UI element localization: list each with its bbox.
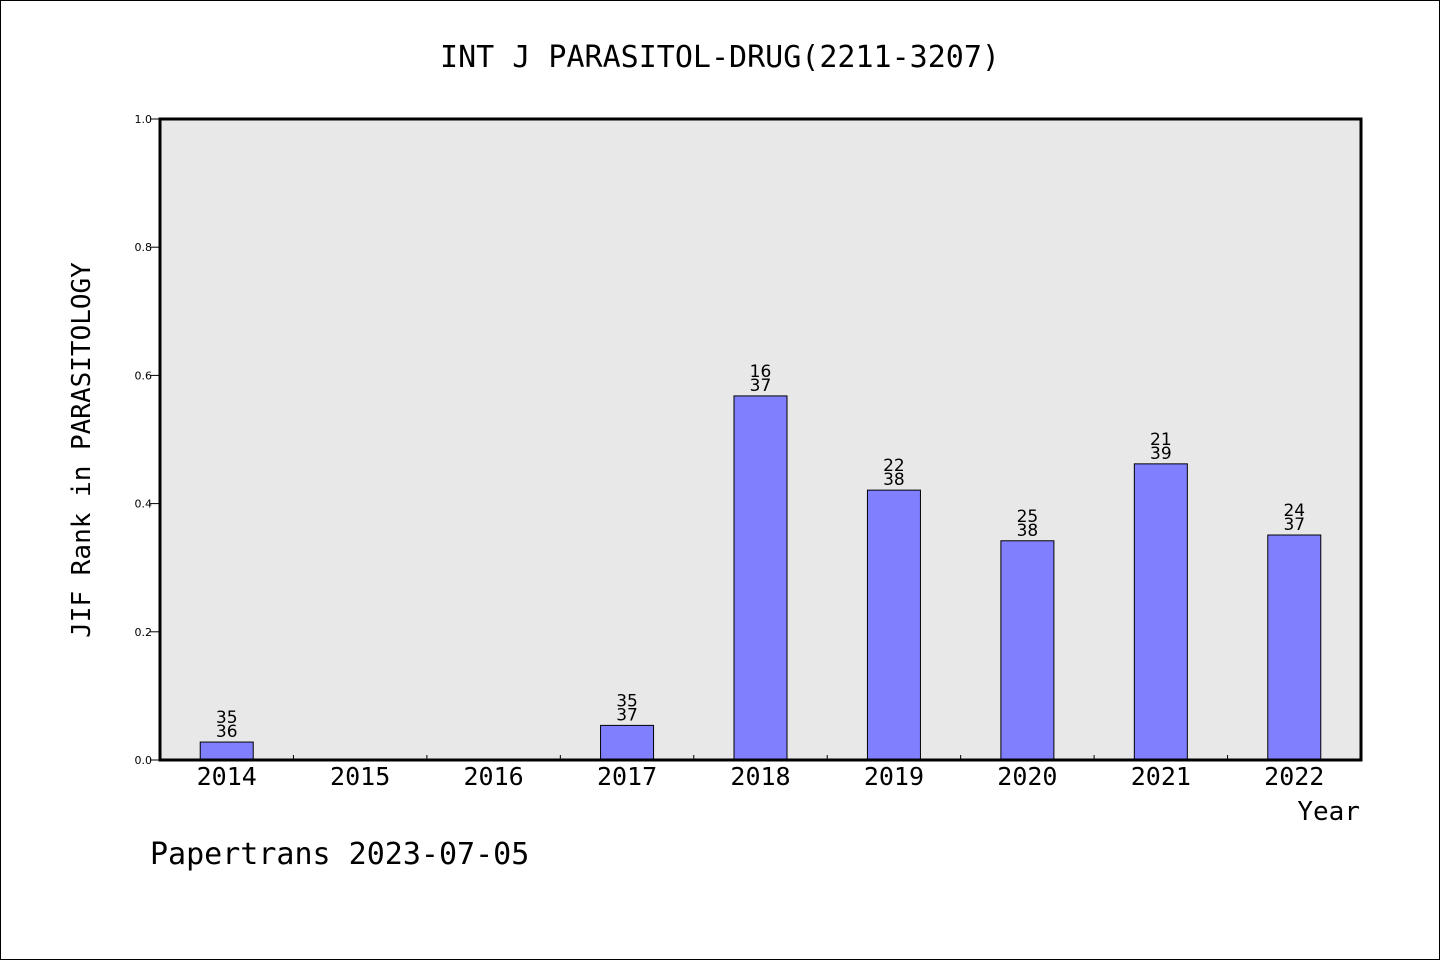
chart-title: INT J PARASITOL-DRUG(2211-3207) (440, 40, 1000, 75)
y-axis: 0.0 0.2 0.4 0.6 0.8 1.0 (135, 113, 160, 767)
x-tick-label: 2014 (197, 762, 257, 791)
x-axis: 2014 2015 2016 2017 2018 2019 2020 2021 2022 (197, 755, 1324, 791)
bar-total-label: 36 (216, 722, 238, 742)
x-axis-label: Year (1297, 797, 1360, 827)
bar-total-label: 37 (750, 376, 772, 396)
x-tick-label: 2018 (730, 762, 790, 791)
y-tick-label: 0.8 (135, 241, 153, 254)
x-tick-label: 2020 (997, 762, 1057, 791)
y-axis-label: JIF Rank in PARASITOLOGY (67, 262, 97, 638)
y-tick-label: 1.0 (135, 113, 153, 126)
bar-rank-label: 24 (1283, 501, 1305, 521)
bar-rank-label: 21 (1150, 430, 1172, 450)
bar-rank-label: 16 (750, 362, 772, 382)
bar-2014 (199, 741, 254, 761)
bar-2021 (1133, 463, 1188, 761)
bar-rank-label: 35 (616, 691, 638, 711)
bar-total-label: 39 (1150, 444, 1172, 464)
x-tick-label: 2017 (597, 762, 657, 791)
bar-rank-label: 22 (883, 456, 905, 476)
bar-rank-label: 35 (216, 708, 238, 728)
bar-total-label: 38 (883, 470, 905, 490)
bar-2022 (1267, 534, 1322, 761)
bar-total-label: 37 (1283, 515, 1305, 535)
bar-total-label: 38 (1017, 521, 1039, 541)
bar-2017 (600, 724, 655, 761)
y-tick-label: 0.0 (135, 754, 153, 767)
x-tick-label: 2022 (1264, 762, 1324, 791)
x-tick-label: 2019 (864, 762, 924, 791)
bar-2018 (733, 395, 788, 761)
y-tick-label: 0.6 (135, 369, 153, 382)
x-tick-label: 2015 (330, 762, 390, 791)
x-tick-label: 2021 (1131, 762, 1191, 791)
watermark-text: Papertrans 2023-07-05 (150, 837, 529, 872)
x-tick-label: 2016 (464, 762, 524, 791)
bar-2020 (1000, 540, 1055, 761)
bar-rank-label: 25 (1017, 507, 1039, 527)
bar-total-label: 37 (616, 705, 638, 725)
y-tick-label: 0.2 (135, 626, 153, 639)
bars-group (199, 395, 1322, 761)
plot-border (158, 117, 1363, 762)
y-tick-label: 0.4 (135, 498, 153, 511)
bar-2019 (866, 489, 921, 761)
